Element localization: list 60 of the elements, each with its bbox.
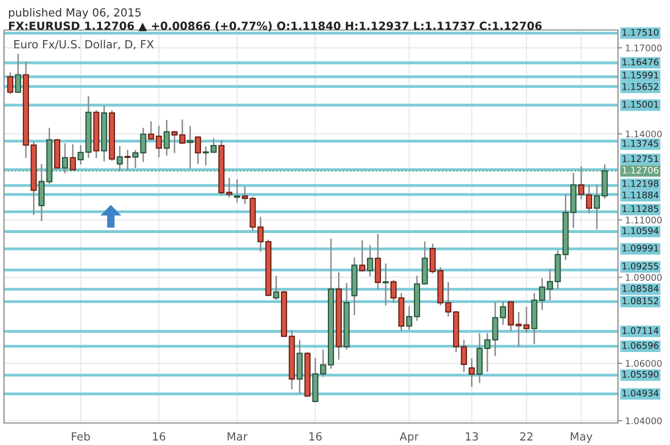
ref-line-label: 1.05590 bbox=[622, 370, 658, 378]
ref-line-label: 1.11884 bbox=[622, 192, 659, 198]
y-tick-label: 1.09000 bbox=[626, 274, 662, 281]
ref-line-label: 1.10594 bbox=[622, 227, 659, 234]
ref-line-label: 1.12706 bbox=[622, 166, 658, 174]
candlestick bbox=[78, 144, 84, 166]
candlestick bbox=[179, 118, 186, 145]
candlestick bbox=[430, 243, 436, 274]
x-tick-label: 16 bbox=[309, 432, 322, 441]
candlestick bbox=[15, 53, 22, 94]
y-tick-label: 1.06000 bbox=[626, 360, 662, 367]
legend-label: 1.12751 bbox=[622, 155, 658, 162]
x-tick-label: Apr bbox=[400, 432, 419, 443]
ref-line-label: 1.09991 bbox=[622, 244, 658, 252]
candlestick bbox=[390, 279, 397, 304]
y-tick-label: 1.17000 bbox=[626, 44, 662, 52]
candlestick bbox=[164, 119, 170, 156]
x-tick-label: 22 bbox=[520, 432, 532, 440]
candlestick bbox=[124, 149, 131, 172]
ref-line-label: 1.16476 bbox=[622, 58, 658, 66]
ref-line-label: 1.06596 bbox=[622, 342, 658, 349]
candlestick bbox=[406, 306, 412, 331]
ref-line-label: 1.08152 bbox=[622, 297, 658, 304]
y-tick-label: 1.11000 bbox=[626, 216, 662, 224]
candlestick bbox=[382, 262, 389, 306]
candlestick bbox=[460, 339, 467, 373]
y-tick-label: 1.04000 bbox=[626, 417, 662, 424]
candlestick bbox=[148, 120, 154, 141]
candlestick bbox=[7, 72, 14, 95]
ref-line-label: 1.09255 bbox=[622, 262, 658, 270]
annotation: Euro Fx/U.S. Dollar, D, FX bbox=[14, 40, 154, 50]
chart-title: FX:EURUSD 1.12706 ▲ +0.00866 (+0.77%) O:1.11840 H:1.12937 L:1.11737 C:1.12706 bbox=[9, 21, 542, 32]
candlestick bbox=[194, 135, 202, 165]
x-tick-label: Mar bbox=[228, 432, 248, 441]
ref-line-label: 1.15652 bbox=[622, 83, 658, 90]
candlestick bbox=[468, 357, 475, 388]
y-tick-label: 1.14000 bbox=[626, 130, 662, 138]
candlestick bbox=[187, 125, 194, 170]
ref-line-label: 1.13745 bbox=[622, 140, 658, 147]
ref-line-label: 1.15991 bbox=[622, 72, 658, 78]
candlestick bbox=[171, 130, 178, 154]
candlestick bbox=[523, 306, 530, 334]
ref-line-label: 1.12198 bbox=[622, 180, 658, 187]
ref-line-label: 1.15001 bbox=[622, 100, 658, 108]
ref-line-label: 1.08584 bbox=[622, 285, 659, 292]
candlestick bbox=[234, 178, 240, 204]
candlestick bbox=[273, 275, 280, 300]
x-tick-label: 16 bbox=[153, 432, 166, 441]
candlestick bbox=[70, 143, 76, 172]
ref-line-label: 1.04934 bbox=[622, 390, 659, 397]
ref-line-label: 1.17510 bbox=[622, 28, 658, 36]
chart-subtitle: published May 06, 2015 bbox=[9, 8, 141, 19]
x-tick-label: 13 bbox=[466, 432, 478, 441]
ref-line-label: 1.07114 bbox=[622, 327, 659, 334]
x-tick-label: May bbox=[570, 432, 592, 443]
candlestick bbox=[366, 244, 374, 278]
x-tick-label: Feb bbox=[72, 432, 90, 441]
candlestick bbox=[359, 240, 366, 272]
ref-line-label: 1.11285 bbox=[622, 205, 658, 212]
candlestick bbox=[156, 125, 162, 158]
